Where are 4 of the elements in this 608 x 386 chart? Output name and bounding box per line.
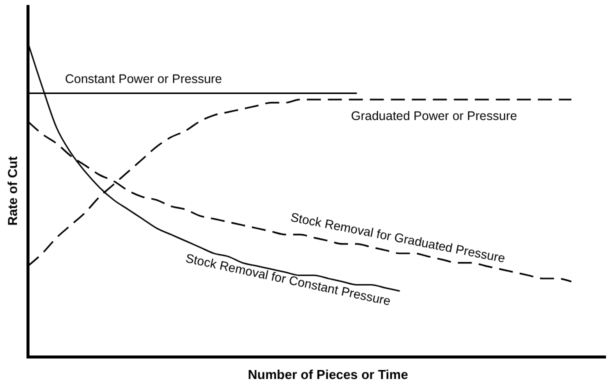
- series-label: Graduated Power or Pressure: [351, 109, 518, 123]
- x-axis-title: Number of Pieces or Time: [248, 367, 408, 382]
- series-label: Constant Power or Pressure: [65, 72, 222, 86]
- y-axis-title: Rate of Cut: [5, 156, 20, 226]
